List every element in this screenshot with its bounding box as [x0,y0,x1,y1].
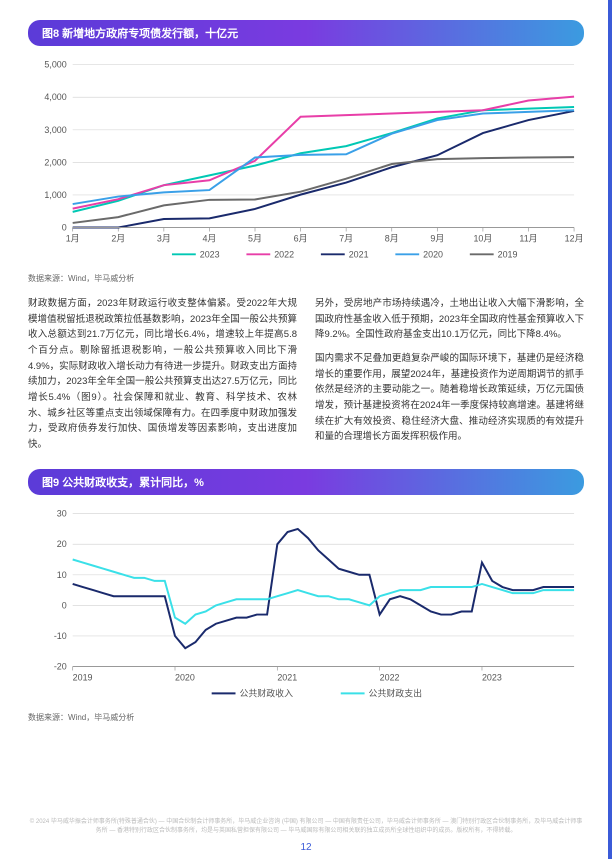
svg-text:-10: -10 [54,631,67,641]
chart8: 0 1,000 2,000 3,000 4,000 5,000 1月 2月 3月 4月 5月 6月 7月… [28,54,584,269]
svg-text:11月: 11月 [519,233,537,243]
chart8-title: 图8 新增地方政府专项债发行额，十亿元 [28,20,584,46]
svg-text:2022: 2022 [380,672,400,682]
svg-text:4,000: 4,000 [44,92,66,102]
svg-text:20: 20 [57,539,67,549]
footer-copyright: © 2024 毕马威华振会计师事务所(特殊普通合伙) — 中国合伙制会计师事务所… [28,818,584,835]
svg-text:10月: 10月 [473,233,492,243]
svg-text:6月: 6月 [294,233,308,243]
chart9-title: 图9 公共财政收支，累计同比，% [28,469,584,495]
svg-text:2022: 2022 [274,249,294,259]
svg-text:2019: 2019 [73,672,93,682]
svg-text:4月: 4月 [202,233,216,243]
svg-text:30: 30 [57,509,67,519]
svg-text:9月: 9月 [430,233,444,243]
side-accent-bar [608,0,612,859]
svg-text:2023: 2023 [482,672,502,682]
svg-text:12月: 12月 [565,233,584,243]
svg-text:2019: 2019 [498,249,518,259]
svg-text:2021: 2021 [277,672,297,682]
body-text: 财政数据方面，2023年财政运行收支整体偏紧。受2022年大规模增值税留抵退税政… [28,296,584,453]
svg-text:3,000: 3,000 [44,125,66,135]
svg-text:2021: 2021 [349,249,369,259]
svg-text:-20: -20 [54,662,67,672]
svg-text:1,000: 1,000 [44,190,66,200]
page-content: 图8 新增地方政府专项债发行额，十亿元 0 1,000 2,000 3,000 4,00… [0,0,612,723]
chart9-source: 数据来源：Wind，毕马威分析 [28,712,584,723]
svg-text:5,000: 5,000 [44,60,66,70]
chart9: -20 -10 0 10 20 30 2019 2020 2021 2022 2023 公共财政收入 公… [28,503,584,708]
body-left: 财政数据方面，2023年财政运行收支整体偏紧。受2022年大规模增值税留抵退税政… [28,296,297,453]
body-right: 另外，受房地产市场持续遇冷，土地出让收入大幅下滑影响，全国政府性基金收入低于预期… [315,296,584,453]
chart8-source: 数据来源：Wind，毕马威分析 [28,273,584,284]
svg-text:2020: 2020 [175,672,195,682]
svg-text:7月: 7月 [339,233,353,243]
svg-text:公共财政收入: 公共财政收入 [239,687,293,698]
svg-text:2020: 2020 [423,249,443,259]
svg-text:1月: 1月 [66,233,80,243]
svg-text:2023: 2023 [200,249,220,259]
svg-text:2月: 2月 [111,233,125,243]
svg-text:公共财政支出: 公共财政支出 [369,687,423,698]
svg-text:2,000: 2,000 [44,157,66,167]
svg-text:5月: 5月 [248,233,262,243]
page-number: 12 [0,842,612,853]
svg-text:10: 10 [57,570,67,580]
svg-text:3月: 3月 [157,233,171,243]
svg-text:0: 0 [62,222,67,232]
svg-text:0: 0 [62,600,67,610]
svg-text:8月: 8月 [385,233,399,243]
